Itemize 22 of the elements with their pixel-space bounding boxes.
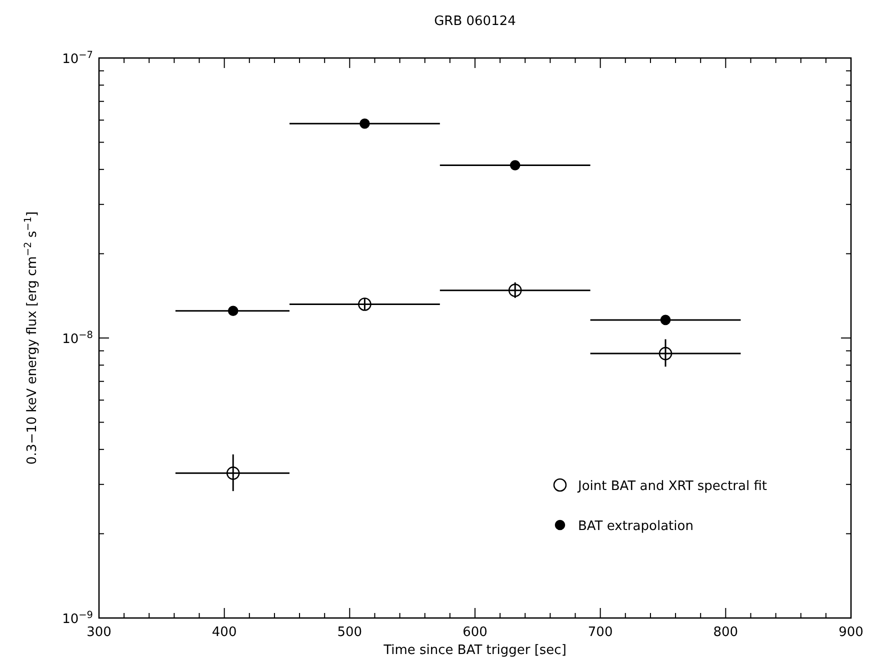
x-tick-label: 800	[713, 625, 738, 640]
x-tick-label: 500	[337, 625, 362, 640]
legend-label: BAT extrapolation	[578, 519, 694, 534]
x-tick-label: 900	[838, 625, 864, 640]
legend-label: Joint BAT and XRT spectral fit	[577, 479, 768, 494]
x-tick-label: 400	[212, 625, 237, 640]
point	[360, 118, 370, 129]
point	[226, 466, 240, 480]
point	[228, 306, 238, 316]
point	[358, 298, 372, 311]
x-tick-label: 300	[86, 625, 112, 640]
x-axis-title: Time since BAT trigger [sec]	[382, 643, 566, 658]
chart-title: GRB 060124	[434, 14, 516, 29]
y-tick-label: 10$^{−9}$	[62, 610, 93, 627]
y-tick-label: 10$^{−7}$	[62, 50, 93, 67]
x-tick-label: 600	[462, 625, 488, 640]
x-tick-label: 700	[588, 625, 613, 640]
point	[508, 284, 522, 297]
point	[510, 160, 520, 170]
point	[658, 346, 672, 360]
point	[660, 314, 671, 326]
y-tick-label: 10$^{−8}$	[62, 330, 93, 347]
